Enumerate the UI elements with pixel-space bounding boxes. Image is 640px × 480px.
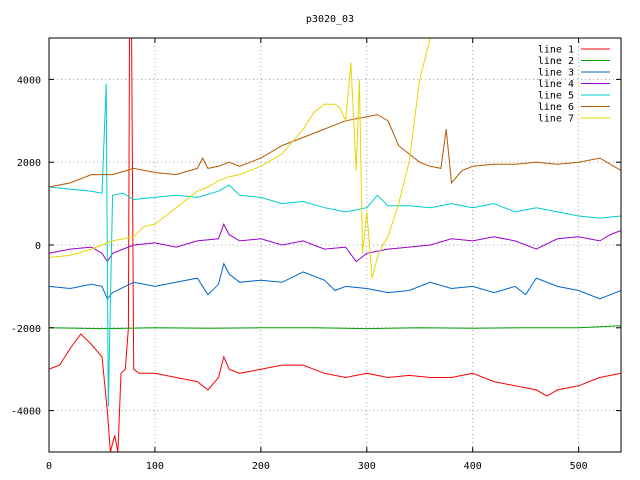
x-tick-label: 0: [46, 461, 52, 472]
y-tick-label: 2000: [17, 158, 41, 169]
x-tick-label: 200: [252, 461, 270, 472]
series-line-6: [49, 114, 621, 188]
x-tick-label: 300: [358, 461, 376, 472]
x-tick-label: 400: [464, 461, 482, 472]
legend-label: line 1: [538, 45, 574, 56]
series-line-2: [49, 325, 621, 330]
series-line-5: [49, 83, 621, 407]
series-line-4: [49, 223, 621, 263]
axis-ticks: 0 100 200 300 400 500 -4000 -2000 0 2000 4000: [11, 38, 621, 472]
chart-title: p3020_03: [306, 14, 354, 25]
legend-label: line 5: [538, 91, 574, 102]
series-line-1: [49, 38, 621, 452]
series-line-3: [49, 262, 621, 300]
series-layer: [49, 38, 621, 452]
legend-label: line 4: [538, 79, 574, 90]
legend-label: line 7: [538, 114, 574, 125]
legend-label: line 3: [538, 68, 574, 79]
legend-label: line 6: [538, 102, 574, 113]
legend-label: line 2: [538, 56, 574, 67]
series-line-7: [49, 38, 452, 279]
x-tick-label: 500: [570, 461, 588, 472]
y-tick-label: -2000: [11, 324, 41, 335]
y-tick-label: 0: [35, 241, 41, 252]
x-tick-label: 100: [146, 461, 164, 472]
y-tick-label: 4000: [17, 75, 41, 86]
y-tick-label: -4000: [11, 407, 41, 418]
